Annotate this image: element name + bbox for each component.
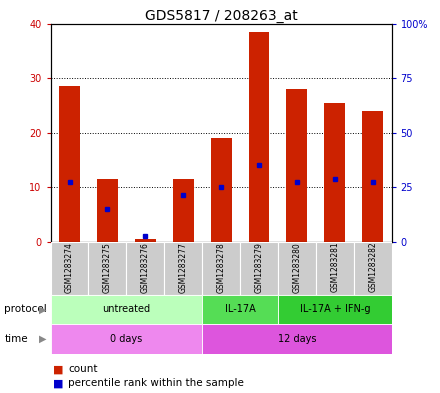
Bar [202, 295, 278, 324]
Text: ■: ■ [53, 364, 63, 375]
Bar [362, 111, 383, 242]
Bar [286, 89, 307, 242]
Bar [249, 32, 269, 242]
Bar [51, 295, 202, 324]
Text: ▶: ▶ [39, 305, 47, 314]
Text: 0 days: 0 days [110, 334, 143, 344]
Text: GSM1283278: GSM1283278 [216, 242, 226, 292]
Title: GDS5817 / 208263_at: GDS5817 / 208263_at [145, 9, 297, 22]
Text: GSM1283276: GSM1283276 [141, 242, 150, 293]
Bar [51, 242, 88, 295]
Text: GSM1283274: GSM1283274 [65, 242, 74, 293]
Text: GSM1283281: GSM1283281 [330, 242, 339, 292]
Bar [278, 295, 392, 324]
Text: GSM1283282: GSM1283282 [368, 242, 377, 292]
Text: time: time [4, 334, 28, 344]
Text: IL-17A + IFN-g: IL-17A + IFN-g [300, 305, 370, 314]
Bar [88, 242, 126, 295]
Bar [173, 179, 194, 242]
Text: untreated: untreated [103, 305, 150, 314]
Bar [164, 242, 202, 295]
Bar [316, 242, 354, 295]
Text: ▶: ▶ [39, 334, 47, 344]
Bar [126, 242, 164, 295]
Bar [135, 239, 156, 242]
Bar [354, 242, 392, 295]
Bar [211, 138, 231, 242]
Text: GSM1283279: GSM1283279 [254, 242, 264, 293]
Text: percentile rank within the sample: percentile rank within the sample [68, 378, 244, 388]
Bar [59, 86, 80, 242]
Text: GSM1283280: GSM1283280 [292, 242, 301, 292]
Text: GSM1283275: GSM1283275 [103, 242, 112, 293]
Bar [278, 242, 316, 295]
Bar [202, 324, 392, 354]
Bar [202, 242, 240, 295]
Text: IL-17A: IL-17A [225, 305, 255, 314]
Bar [51, 324, 202, 354]
Text: 12 days: 12 days [278, 334, 316, 344]
Bar [240, 242, 278, 295]
Text: count: count [68, 364, 98, 375]
Text: GSM1283277: GSM1283277 [179, 242, 188, 293]
Text: protocol: protocol [4, 305, 47, 314]
Bar [324, 103, 345, 242]
Text: ■: ■ [53, 378, 63, 388]
Bar [97, 179, 118, 242]
